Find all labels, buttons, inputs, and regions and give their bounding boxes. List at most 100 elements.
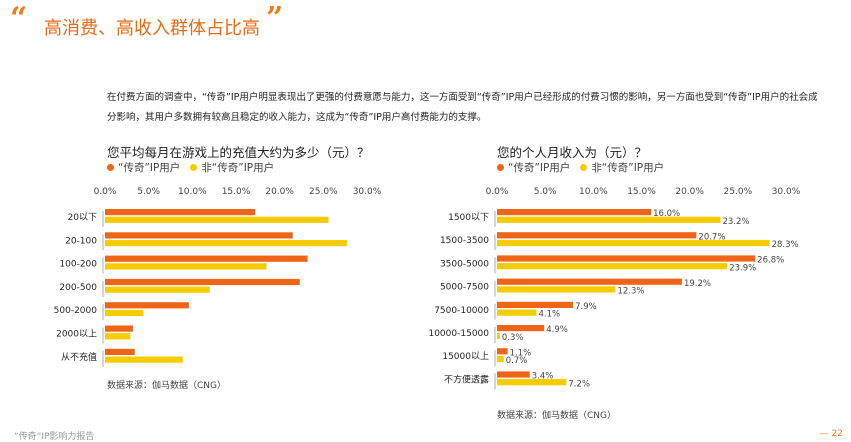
x-tick-label: 20.0%	[265, 187, 294, 197]
bar-value-label: 0.3%	[502, 333, 524, 343]
bar-non-chuanqi	[105, 333, 131, 340]
x-tick-label: 10.0%	[579, 187, 608, 197]
bar-chuanqi	[497, 278, 682, 285]
x-tick-label: 0.0%	[486, 187, 509, 197]
category-label: 10000-15000	[428, 329, 489, 339]
legend-item-chuanqi: “传奇”IP用户	[107, 160, 180, 175]
category-label: 不方便透露	[444, 373, 489, 385]
category-label: 500-2000	[54, 306, 98, 316]
category-label: 1500-3500	[440, 236, 489, 246]
bar-chuanqi	[105, 232, 293, 239]
bar-non-chuanqi	[105, 240, 347, 247]
legend-item-non-chuanqi: 非“传奇”IP用户	[580, 160, 664, 175]
bar-chuanqi	[497, 232, 697, 239]
bar-value-label: 7.2%	[568, 379, 590, 389]
bar-value-label: 12.3%	[617, 287, 644, 297]
category-label: 5000-7500	[440, 283, 489, 293]
bar-value-label: 7.9%	[575, 302, 597, 312]
legend-label: “传奇”IP用户	[508, 162, 571, 174]
bar-chuanqi	[105, 325, 133, 332]
legend-item-non-chuanqi: 非“传奇”IP用户	[190, 160, 274, 175]
bar-value-label: 20.7%	[698, 232, 725, 242]
close-quote-icon: ”	[266, 1, 284, 36]
bar-value-label: 4.1%	[538, 310, 560, 320]
bar-non-chuanqi	[497, 355, 504, 363]
bar-chuanqi	[105, 209, 256, 216]
right-chart-title: 您的个人月收入为（元）？	[497, 145, 648, 160]
bar-value-label: 28.3%	[772, 240, 799, 250]
category-label: 3500-5000	[440, 259, 489, 269]
legend-dot-icon	[580, 164, 588, 171]
x-tick-label: 10.0%	[178, 187, 207, 197]
bar-non-chuanqi	[497, 332, 500, 339]
bar-non-chuanqi	[497, 286, 616, 293]
bar-non-chuanqi	[105, 216, 329, 223]
bar-chuanqi	[497, 301, 574, 308]
x-tick-label: 25.0%	[309, 187, 338, 197]
bar-value-label: 3.4%	[532, 372, 554, 382]
open-quote-icon: “	[10, 1, 28, 36]
bar-chuanqi	[105, 348, 135, 355]
legend-dot-icon	[497, 164, 504, 171]
page-number: — 22	[819, 429, 843, 439]
bar-non-chuanqi	[497, 309, 537, 316]
bar-value-label: 16.0%	[653, 209, 680, 219]
category-label: 100-200	[59, 260, 97, 270]
bar-non-chuanqi	[497, 263, 728, 270]
right-chart-legend: “传奇”IP用户 非“传奇”IP用户	[497, 160, 664, 175]
x-tick-label: 30.0%	[772, 187, 801, 197]
page-title: 高消费、高收入群体占比高	[44, 18, 260, 39]
bar-chuanqi	[105, 302, 189, 309]
category-label: 2000以上	[56, 329, 97, 340]
bar-non-chuanqi	[105, 356, 183, 363]
category-label: 1500以下	[448, 213, 489, 223]
x-tick-label: 5.0%	[534, 187, 557, 197]
bar-chuanqi	[497, 255, 756, 262]
bar-value-label: 23.9%	[729, 263, 756, 273]
category-label: 200-500	[59, 283, 97, 293]
left-chart-legend: “传奇”IP用户 非“传奇”IP用户	[107, 160, 274, 175]
bar-chuanqi	[497, 325, 545, 332]
category-label: 20-100	[65, 236, 97, 246]
bar-chuanqi	[105, 255, 308, 262]
x-tick-label: 30.0%	[353, 187, 382, 197]
category-label: 7500-10000	[434, 306, 489, 316]
left-bar-chart: 0.0% 5.0% 10.0% 15.0% 20.0% 25.0% 30.0% 20以下 20-…	[54, 187, 382, 367]
x-tick-label: 5.0%	[137, 187, 160, 197]
right-data-source: 数据来源：伽马数据（CNG）	[497, 411, 616, 421]
bar-value-label: 19.2%	[684, 279, 711, 289]
bar-chuanqi	[497, 348, 508, 355]
bar-non-chuanqi	[497, 239, 770, 247]
left-chart-title: 您平均每月在游戏上的充值大约为多少（元）？	[107, 145, 370, 160]
intro-paragraph: 在付费方面的调查中，“传奇”IP用户明显表现出了更强的付费意愿与能力，这一方面受…	[107, 92, 818, 123]
bar-value-label: 23.2%	[722, 217, 749, 227]
bar-non-chuanqi	[105, 286, 210, 293]
left-data-source: 数据来源：伽马数据（CNG）	[107, 381, 226, 391]
legend-label: 非“传奇”IP用户	[591, 162, 665, 174]
legend-dot-icon	[107, 164, 114, 171]
bar-chuanqi	[497, 209, 652, 216]
legend-item-chuanqi: “传奇”IP用户	[497, 160, 570, 175]
x-tick-label: 15.0%	[222, 187, 251, 197]
legend-label: “传奇”IP用户	[118, 162, 181, 174]
bar-chuanqi	[105, 278, 300, 286]
bar-non-chuanqi	[497, 216, 721, 223]
bar-value-label: 4.9%	[546, 325, 568, 335]
x-tick-label: 25.0%	[724, 187, 753, 197]
bar-value-label: 1.1%	[510, 348, 532, 358]
right-bar-chart: 0.0% 5.0% 10.0% 15.0% 20.0% 25.0% 30.0% 1500以下 1…	[428, 187, 801, 390]
category-label: 20以下	[68, 213, 97, 223]
category-label: 从不充值	[61, 351, 97, 363]
bar-chuanqi	[497, 371, 530, 378]
legend-label: 非“传奇”IP用户	[201, 162, 275, 174]
x-tick-label: 15.0%	[627, 187, 656, 197]
bar-non-chuanqi	[105, 263, 267, 270]
legend-dot-icon	[190, 164, 198, 171]
category-label: 15000以上	[442, 351, 489, 362]
bar-non-chuanqi	[497, 379, 567, 386]
bar-value-label: 26.8%	[757, 256, 784, 266]
bar-value-label: 0.7%	[506, 356, 528, 366]
bar-non-chuanqi	[105, 309, 144, 317]
x-tick-label: 0.0%	[94, 187, 117, 197]
x-tick-label: 20.0%	[675, 187, 704, 197]
